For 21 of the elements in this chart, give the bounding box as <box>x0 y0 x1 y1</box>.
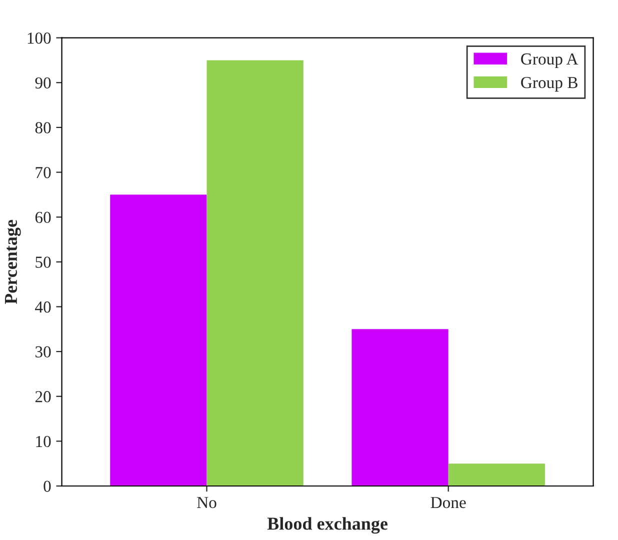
x-axis-title: Blood exchange <box>267 517 388 534</box>
y-tick-label: 40 <box>35 301 51 313</box>
y-tick-label: 30 <box>36 346 51 358</box>
x-tick-label: Done <box>430 497 466 508</box>
y-tick-label: 50 <box>36 256 51 268</box>
bar <box>352 329 448 486</box>
y-tick-label: 60 <box>35 212 51 224</box>
legend-label: Group B <box>521 76 578 92</box>
bar <box>448 464 545 486</box>
legend-label: Group A <box>521 53 578 68</box>
y-axis-title: Percentage <box>5 220 21 304</box>
y-tick-label: 90 <box>35 77 51 89</box>
y-tick-label: 80 <box>35 122 51 134</box>
y-tick-label: 10 <box>36 436 51 448</box>
y-tick-label: 0 <box>44 480 51 492</box>
x-tick-label: No <box>197 497 216 508</box>
y-tick-label: 70 <box>36 166 51 178</box>
bar <box>206 60 304 486</box>
y-tick-label: 20 <box>35 391 51 402</box>
y-tick-label: 100 <box>28 32 51 44</box>
bar <box>110 194 207 486</box>
